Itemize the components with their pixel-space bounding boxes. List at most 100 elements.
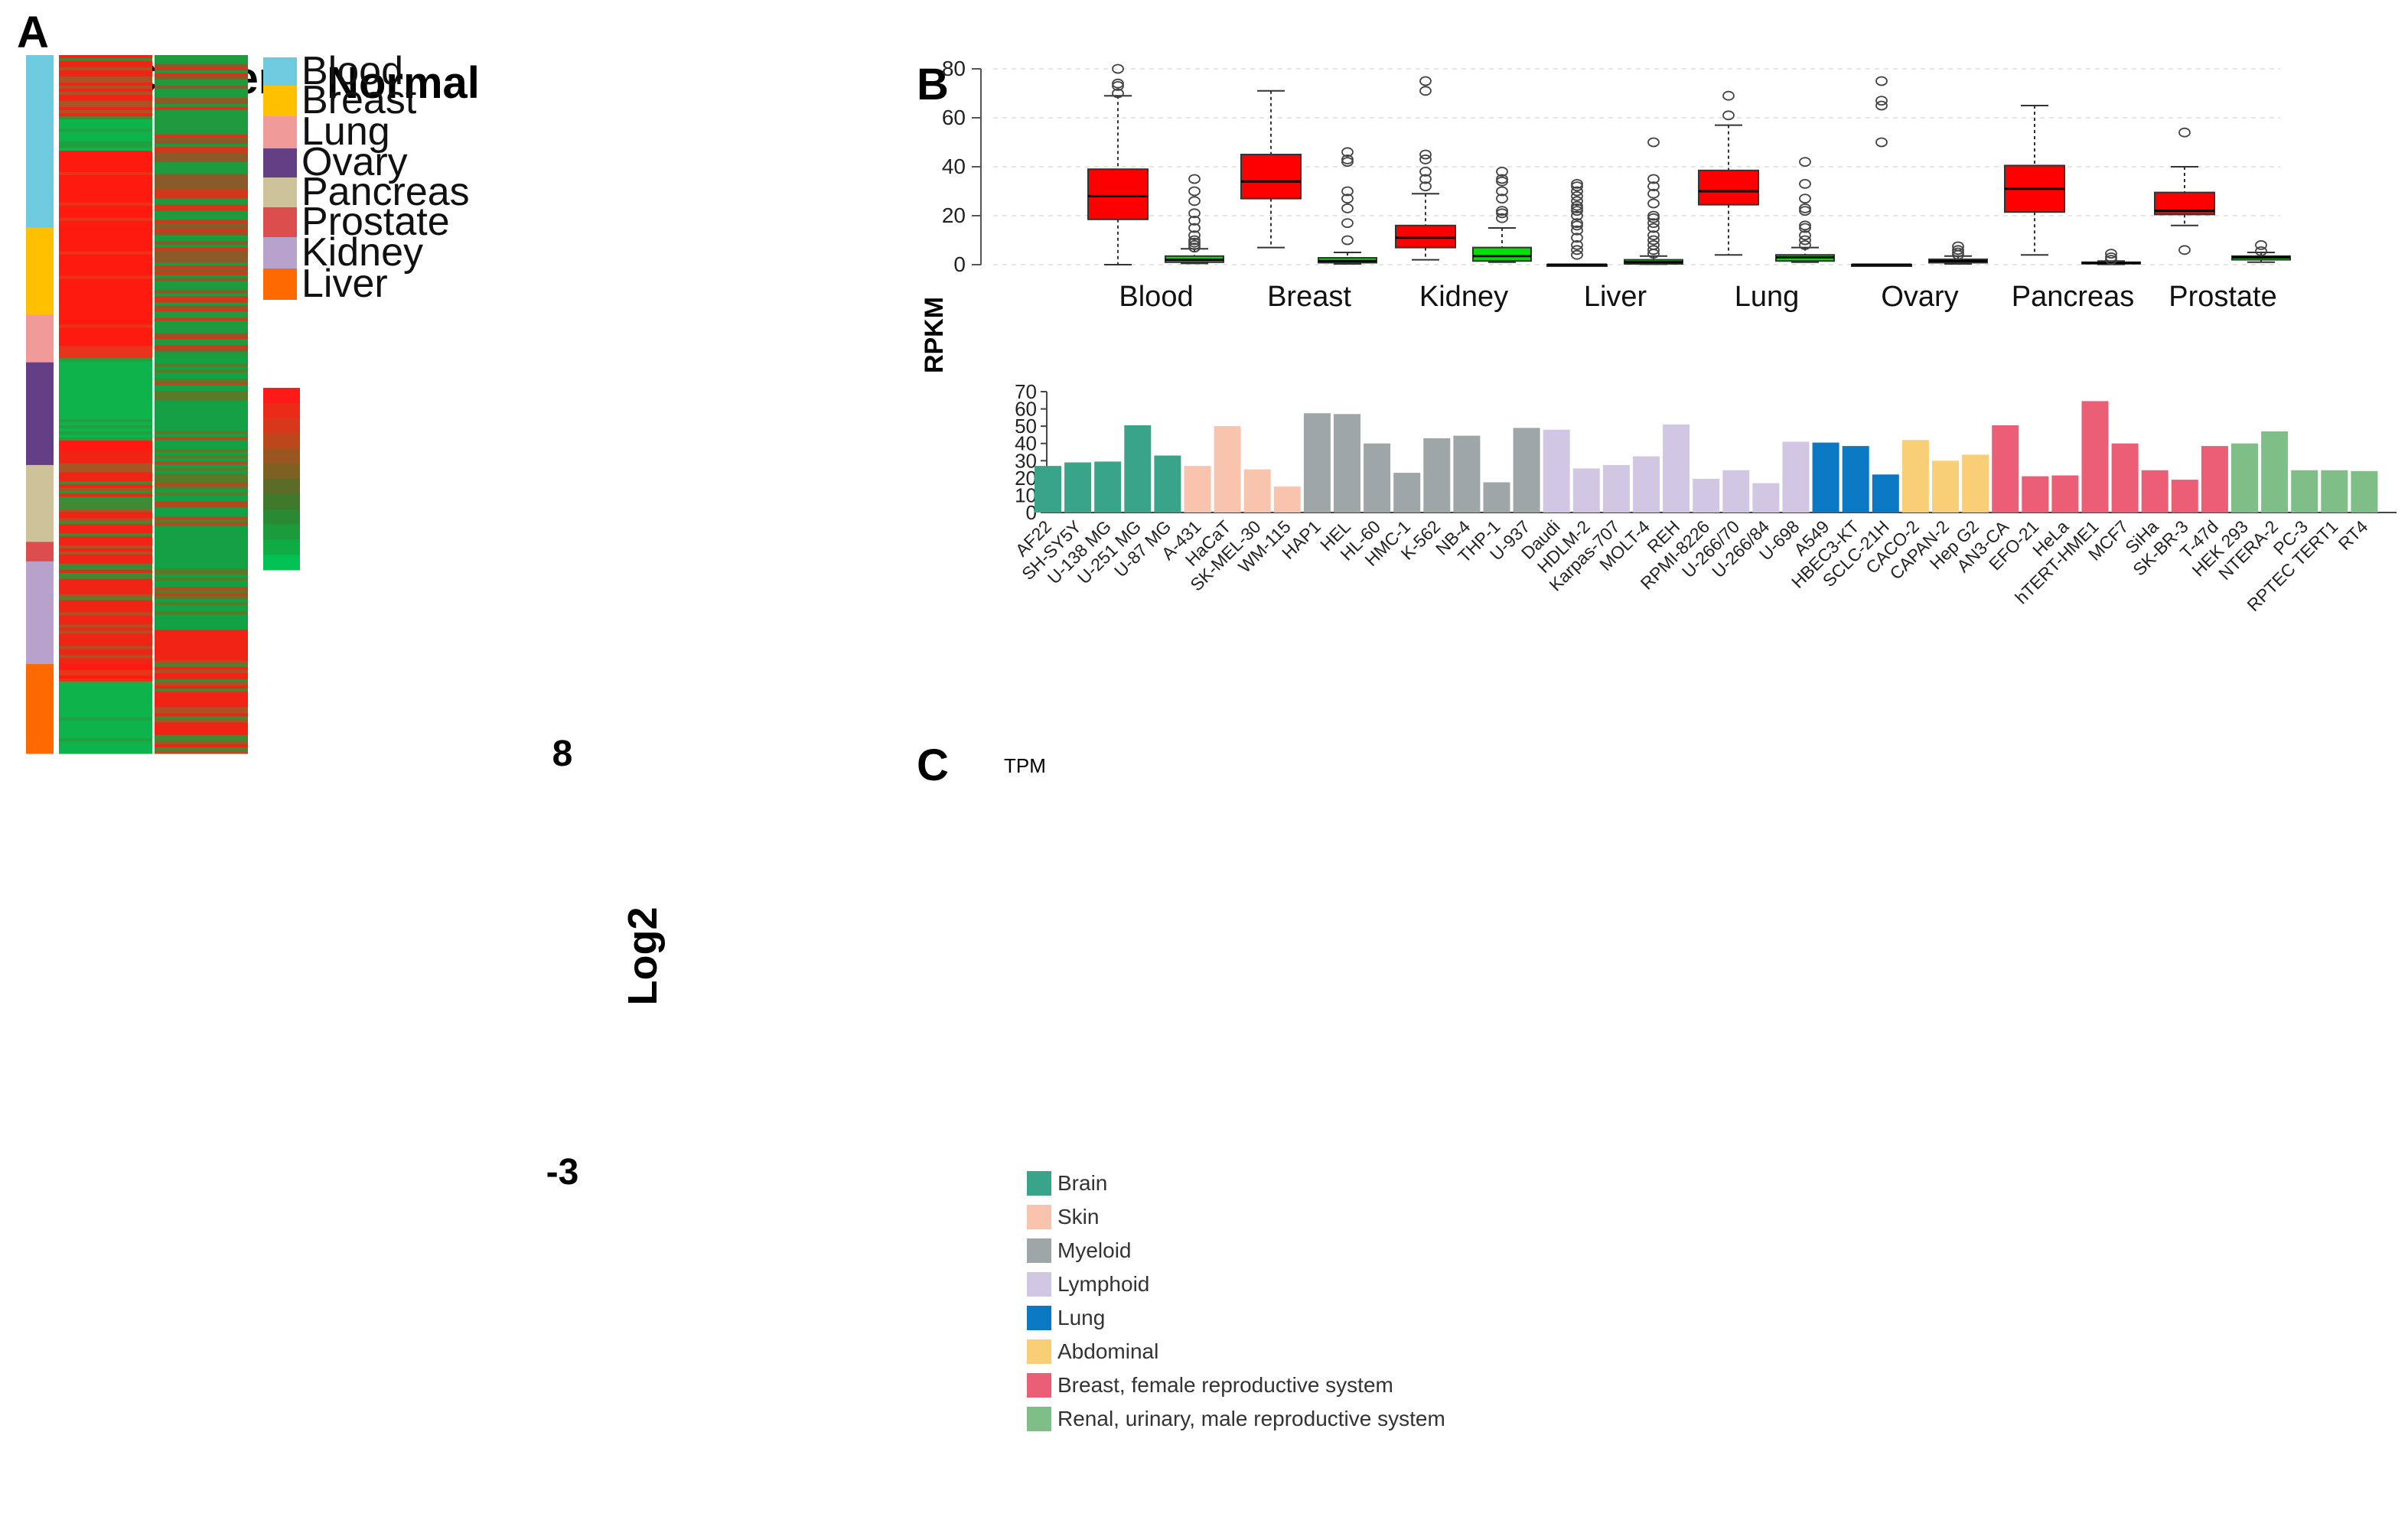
cancer-stripe: [59, 392, 152, 395]
scale-max-label: 8: [552, 734, 573, 774]
normal-stripe: [155, 354, 248, 358]
x-label-prostate: Prostate: [2169, 281, 2277, 313]
normal-stripe: [155, 458, 248, 462]
outlier-point: [1799, 220, 1811, 231]
normal-stripe: [155, 747, 248, 751]
cancer-stripe: [59, 738, 152, 742]
cancer-stripe: [59, 723, 152, 727]
normal-stripe: [155, 256, 248, 261]
normal-stripe: [155, 391, 248, 395]
cancer-stripe: [59, 518, 152, 522]
legend-swatch-lung: [263, 116, 297, 148]
outlier-point: [1419, 181, 1432, 192]
cancer-stripe: [59, 591, 152, 595]
outlier-point: [1496, 186, 1508, 197]
outlier-point: [1496, 176, 1508, 187]
normal-stripe: [155, 415, 248, 419]
panel-b-boxplot: B RPKM 0 20 40 60 80 Blood Breast Kidney Liver L…: [917, 57, 2291, 373]
cancer-stripe: [59, 699, 152, 703]
y-tick-label: 0: [953, 252, 966, 276]
cancer-stripe: [59, 428, 152, 432]
bar-hel: [1334, 414, 1360, 513]
bar-hbec3-kt: [1842, 446, 1869, 513]
normal-stripe: [155, 526, 248, 529]
normal-stripe: [155, 308, 248, 313]
normal-stripe: [155, 544, 248, 548]
outlier-point: [1647, 181, 1660, 192]
outlier-point: [1112, 88, 1124, 99]
outlier-point: [1419, 76, 1432, 86]
normal-stripe: [155, 324, 248, 327]
cancer-stripe: [59, 527, 152, 531]
cancer-stripe: [59, 318, 152, 322]
normal-stripe: [155, 489, 248, 493]
cancer-stripe: [59, 566, 152, 571]
box-cancer-prostate: [2154, 127, 2215, 255]
outlier-point: [1647, 245, 1660, 255]
cancer-stripe: [59, 672, 152, 676]
sidebar-segment-blood: [26, 55, 54, 228]
normal-stripe: [155, 207, 248, 212]
outlier-point: [1419, 174, 1432, 184]
cancer-stripe: [59, 416, 152, 420]
legend-swatch-abdominal: [1027, 1339, 1051, 1364]
bar-u-937: [1513, 428, 1540, 513]
normal-stripe: [155, 299, 248, 304]
normal-stripe: [155, 394, 248, 398]
outlier-point: [1571, 218, 1583, 229]
bar-sk-br-3: [2171, 480, 2198, 513]
cancer-stripe: [59, 151, 152, 155]
normal-stripe: [155, 421, 248, 425]
normal-stripe: [155, 716, 248, 721]
outlier-point: [1571, 225, 1583, 236]
cancer-stripe: [59, 275, 152, 280]
normal-stripe: [155, 91, 248, 96]
legend-label-brain: Brain: [1057, 1171, 1107, 1195]
cancer-stripe: [59, 732, 152, 737]
normal-stripe: [155, 158, 248, 163]
outlier-point: [1647, 188, 1660, 199]
normal-stripe: [155, 547, 248, 551]
normal-stripe: [155, 229, 248, 233]
heatmap-cancer-column: [59, 55, 152, 754]
cancer-stripe: [59, 199, 152, 203]
bar-wm-115: [1273, 487, 1301, 513]
normal-stripe: [155, 651, 248, 656]
normal-stripe: [155, 119, 248, 123]
cancer-stripe: [59, 266, 152, 271]
cancer-stripe: [59, 312, 152, 317]
normal-stripe: [155, 88, 248, 93]
cancer-stripe: [59, 129, 152, 133]
sidebar-segment-prostate: [26, 542, 54, 562]
normal-stripe: [155, 574, 248, 578]
normal-stripe: [155, 669, 248, 674]
cancer-stripe: [59, 726, 152, 731]
bar-sh-sy5y: [1064, 462, 1092, 513]
cancer-stripe: [59, 64, 152, 68]
cancer-stripe: [59, 515, 152, 519]
normal-stripe: [155, 590, 248, 594]
cancer-stripe: [59, 208, 152, 213]
cancer-stripe: [59, 309, 152, 314]
cancer-stripe: [59, 460, 152, 464]
panel-a-heatmap: A Cancer Normal BloodBreastLungOvaryPanc…: [17, 8, 666, 1193]
cancer-stripe: [59, 291, 152, 295]
normal-stripe: [155, 140, 248, 145]
cancer-stripe: [59, 327, 152, 331]
outlier-point: [1496, 213, 1508, 223]
normal-stripe: [155, 262, 248, 267]
cancer-stripe: [59, 58, 152, 62]
y-tick-label: 60: [1015, 398, 1037, 421]
cancer-stripe: [59, 666, 152, 671]
legend-swatch-blood: [263, 57, 297, 86]
bar-a549: [1812, 442, 1839, 513]
normal-stripe: [155, 559, 248, 563]
normal-stripe: [155, 317, 248, 322]
cancer-stripe: [59, 138, 152, 142]
cancer-stripe: [59, 376, 152, 380]
legend-swatch-skin: [1027, 1205, 1051, 1229]
normal-stripe: [155, 70, 248, 74]
normal-stripe: [155, 250, 248, 255]
cancer-stripe: [59, 61, 152, 65]
cancer-stripe: [59, 539, 152, 543]
